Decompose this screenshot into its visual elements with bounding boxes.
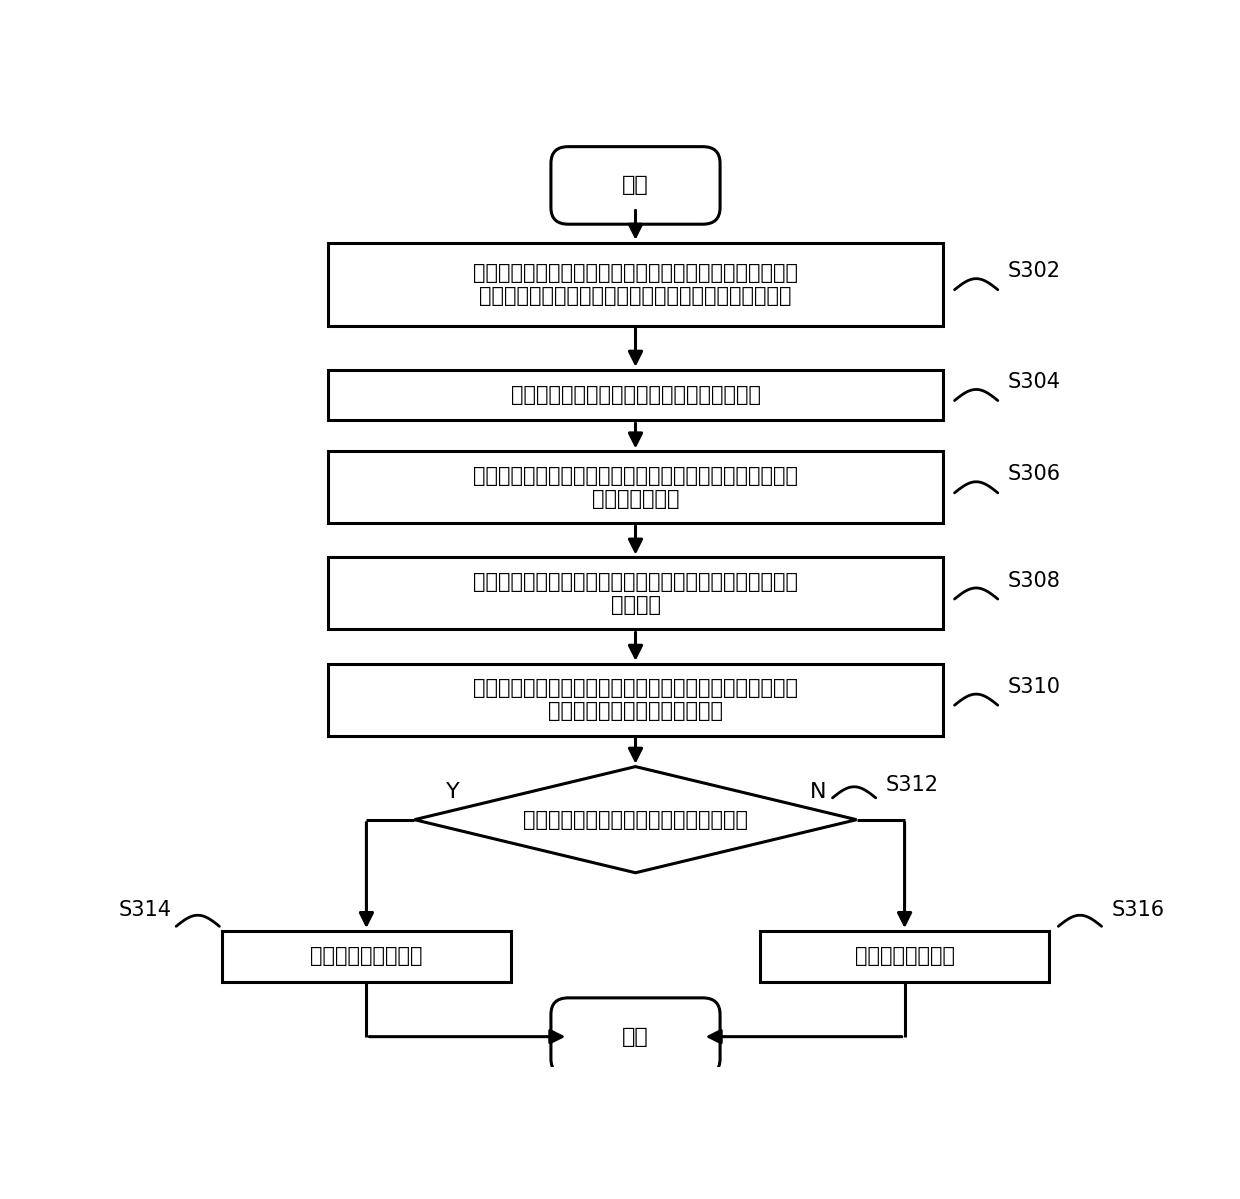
Text: 计算预计反馈时刻，预计反馈时刻是实际发送时刻加上协议
响应时长和预设时延所得的时刻: 计算预计反馈时刻，预计反馈时刻是实际发送时刻加上协议 响应时长和预设时延所得的时…: [472, 679, 799, 722]
Bar: [327, 558, 944, 629]
Bar: [327, 664, 944, 736]
FancyBboxPatch shape: [551, 146, 720, 224]
Text: Y: Y: [446, 782, 460, 802]
Text: 接收服务器发送的反馈信息，反馈信息由汽车诊断设备发送
至服务器: 接收服务器发送的反馈信息，反馈信息由汽车诊断设备发送 至服务器: [472, 572, 799, 615]
Text: 开始: 开始: [622, 175, 649, 195]
Text: 判定反馈信息未超时: 判定反馈信息未超时: [310, 946, 423, 966]
Text: S308: S308: [1007, 571, 1060, 591]
Text: S310: S310: [1007, 676, 1060, 697]
Text: 结束: 结束: [622, 1026, 649, 1047]
Bar: [327, 451, 944, 523]
Bar: [760, 930, 1049, 982]
Text: S312: S312: [885, 775, 939, 795]
Text: 从发送诊断数据的时刻开始计时，达到预设时长后将当前时
刻作为发送时刻: 从发送诊断数据的时刻开始计时，达到预设时长后将当前时 刻作为发送时刻: [472, 465, 799, 508]
Bar: [222, 930, 511, 982]
Text: S302: S302: [1007, 261, 1060, 282]
Text: 判定反馈信息超时: 判定反馈信息超时: [854, 946, 955, 966]
Text: S316: S316: [1111, 899, 1164, 920]
FancyBboxPatch shape: [551, 998, 720, 1076]
Text: S306: S306: [1007, 464, 1060, 484]
Text: N: N: [810, 782, 826, 802]
Text: 记录发送诊断数据的时刻，作为实际发送时刻: 记录发送诊断数据的时刻，作为实际发送时刻: [511, 385, 760, 405]
Text: S304: S304: [1007, 372, 1060, 392]
Polygon shape: [414, 766, 857, 873]
Bar: [327, 369, 944, 421]
Text: 判断时间戳是否早于或等于预计反馈时刻: 判断时间戳是否早于或等于预计反馈时刻: [523, 809, 748, 830]
Text: 发送诊断数据至服务器，以供服务器将诊断数据发送至汽车
诊断设备，以令汽车诊断设备根据诊断数据采集反馈信息: 发送诊断数据至服务器，以供服务器将诊断数据发送至汽车 诊断设备，以令汽车诊断设备…: [472, 263, 799, 306]
Bar: [327, 242, 944, 326]
Text: S314: S314: [118, 899, 171, 920]
